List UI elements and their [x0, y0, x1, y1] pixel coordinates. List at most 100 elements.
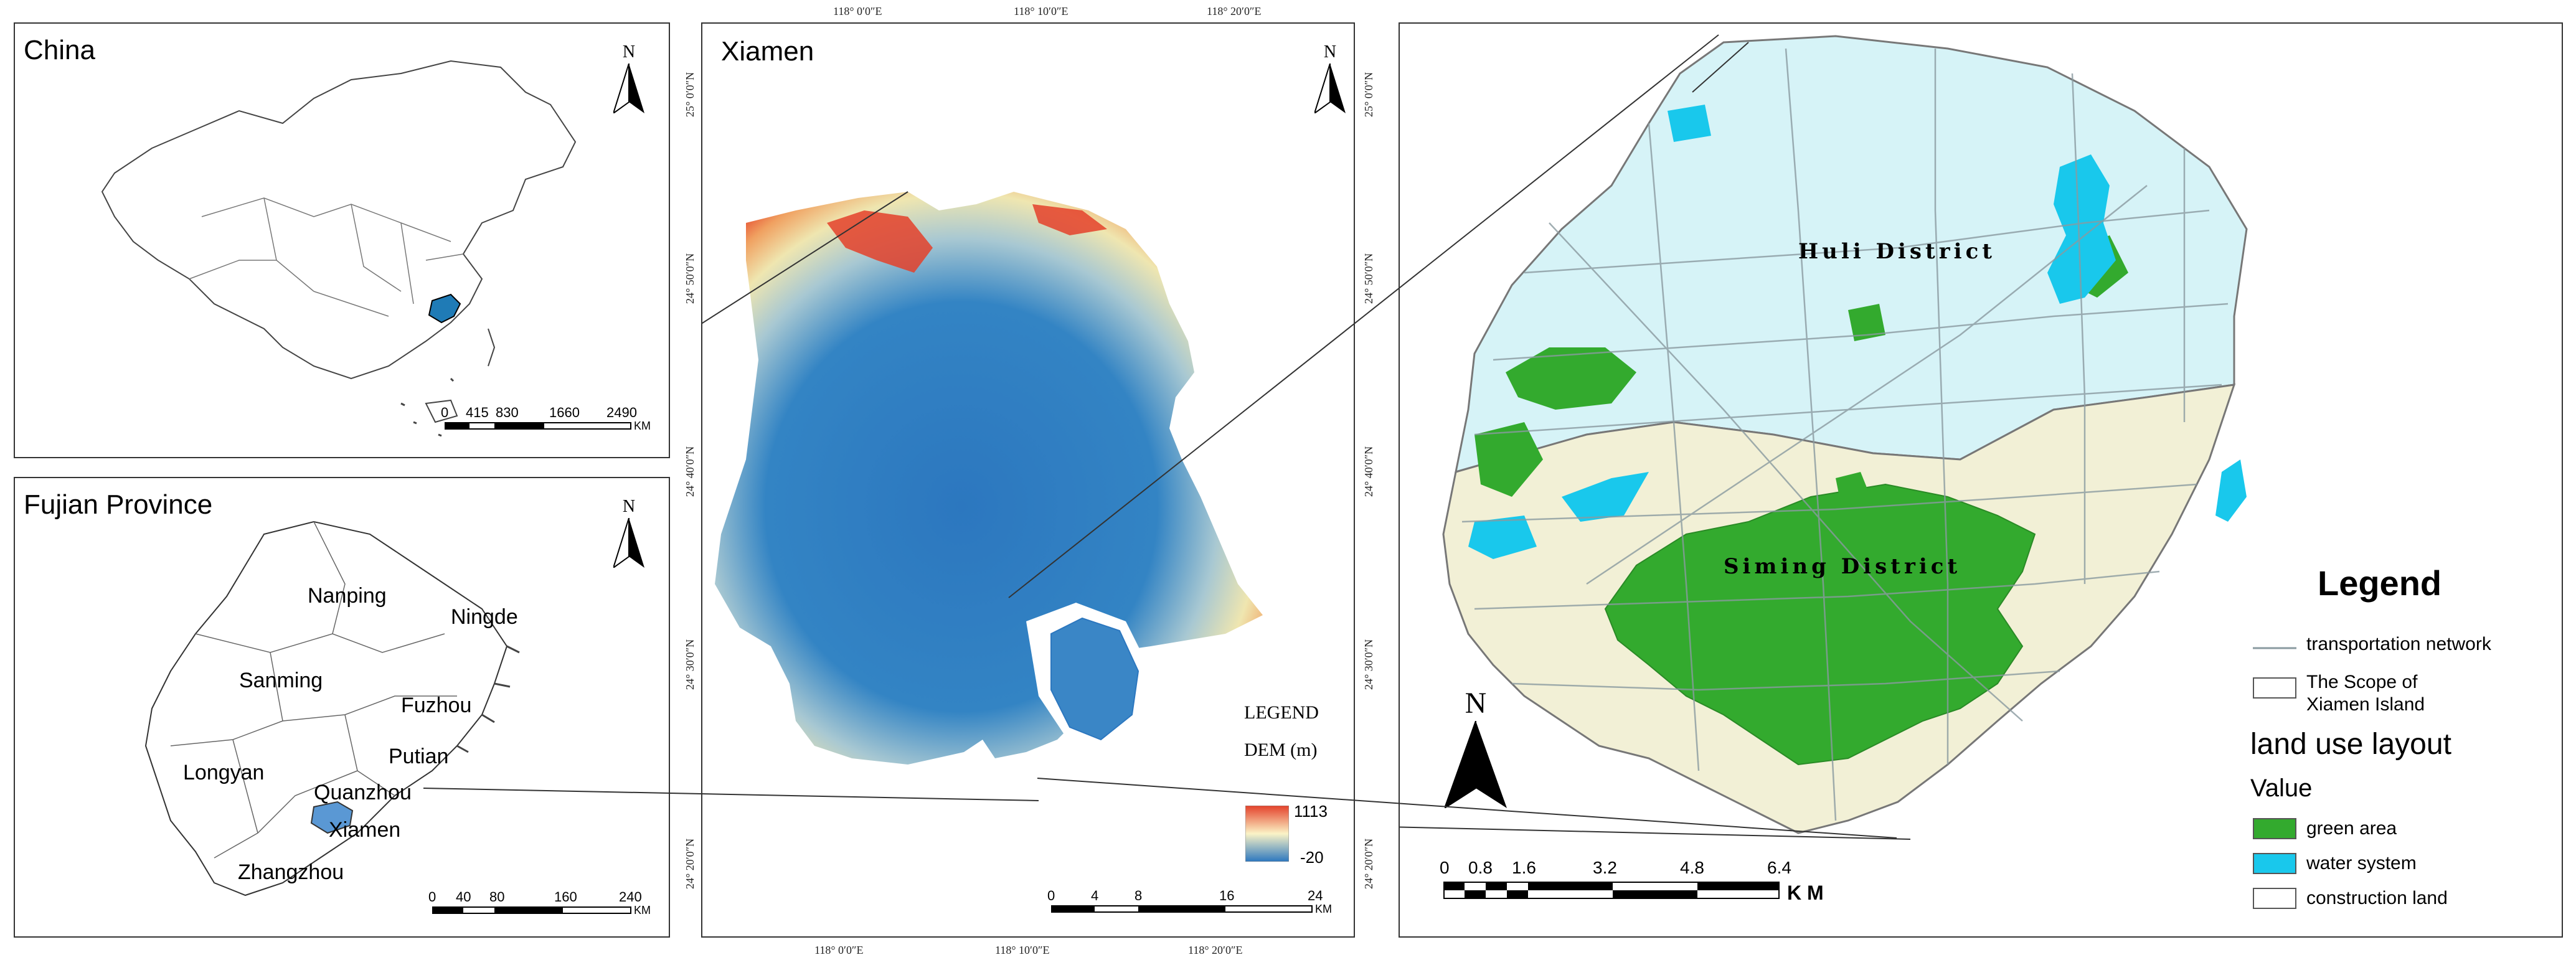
island-land-use-map: [1400, 35, 2248, 840]
legend-class-construction: construction land: [2306, 888, 2448, 908]
scale-tick: 1660: [549, 405, 580, 420]
water-system-swatch: [2253, 853, 2296, 874]
bottom-coord: 118° 10′0″E: [995, 944, 1050, 956]
scale-tick: 8: [1135, 888, 1143, 903]
scale-tick: 0: [441, 405, 449, 420]
bottom-coord: 118° 0′0″E: [814, 944, 864, 956]
bottom-coord: 118° 20′0″E: [1188, 944, 1243, 956]
scale-tick: 4: [1091, 888, 1099, 903]
north-label: N: [622, 42, 636, 62]
district-label-siming: Siming District: [1724, 554, 1961, 579]
xiamen-dem-map: [702, 191, 1263, 765]
scale-tick: 0: [1047, 888, 1055, 903]
scale-unit: KM: [1315, 903, 1332, 915]
legend-class-green: green area: [2306, 818, 2397, 839]
scale-tick: 160: [554, 889, 577, 905]
right-coord: 24° 20′0″N: [1362, 838, 1375, 889]
construction-land-swatch: [2253, 888, 2296, 909]
transport-legend-line: [2253, 647, 2296, 649]
scale-unit: KM: [634, 420, 651, 432]
fujian-title: Fujian Province: [24, 489, 213, 520]
china-panel: China N 0 415 830 1660 2490 KM: [14, 22, 670, 458]
north-label: N: [1465, 687, 1487, 720]
china-north-arrow: N: [610, 42, 648, 117]
legend-item-scope: The Scope of Xiamen Island: [2306, 672, 2425, 715]
green-area-swatch: [2253, 818, 2296, 839]
legend-title: Legend: [2318, 563, 2442, 603]
water-east: [2215, 459, 2247, 522]
water-huli-lake: [2047, 154, 2116, 304]
scale-tick: 240: [619, 889, 642, 905]
city-label-xiamen: Xiamen: [329, 818, 401, 842]
north-arrow-icon: [1445, 721, 1507, 808]
china-title: China: [24, 35, 95, 65]
china-outline: [101, 60, 577, 380]
left-coord: 24° 30′0″N: [684, 639, 696, 690]
scale-tick: 0: [428, 889, 436, 905]
scale-tick: 4.8: [1680, 858, 1704, 877]
scale-tick: 80: [489, 889, 505, 905]
dem-legend-subtitle: DEM (m): [1244, 740, 1318, 760]
legend-item-transport: transportation network: [2306, 634, 2491, 654]
xiamen-panel: Xiamen N 118° 0′: [684, 5, 1375, 956]
scope-swatch: [2253, 677, 2296, 699]
dem-land: [715, 192, 1263, 765]
city-label-nanping: Nanping: [308, 584, 387, 608]
scale-tick: 40: [456, 889, 471, 905]
fujian-panel: Fujian Province N Nanping Ningde Sanming…: [14, 477, 670, 938]
dem-color-ramp: [1245, 806, 1289, 862]
xiamen-island-dem: [1050, 617, 1139, 741]
city-label-fuzhou: Fuzhou: [401, 694, 472, 717]
scale-tick: 16: [1219, 888, 1235, 903]
city-label-longyan: Longyan: [183, 761, 265, 784]
fujian-highlight: [428, 293, 461, 324]
right-coord: 25° 0′0″N: [1362, 72, 1375, 117]
green-area-siming-2: [1836, 472, 1873, 509]
scale-tick: 6.4: [1767, 858, 1791, 877]
scale-tick: 2490: [606, 405, 637, 420]
dem-max-label: 1113: [1294, 802, 1328, 821]
right-coord: 24° 50′0″N: [1362, 253, 1375, 304]
right-coord: 24° 30′0″N: [1362, 639, 1375, 690]
scale-tick: 415: [466, 405, 489, 420]
green-area-huli-4: [1848, 304, 1885, 341]
scale-tick: 3.2: [1593, 858, 1617, 877]
fujian-map: [144, 520, 520, 897]
island-north-arrow: N: [1445, 686, 1507, 811]
district-label-huli: Huli District: [1798, 239, 1996, 264]
xiamen-title: Xiamen: [721, 36, 814, 67]
top-coord: 118° 20′0″E: [1207, 5, 1262, 17]
north-arrow-icon: [613, 518, 644, 568]
scale-unit: K M: [1787, 882, 1824, 904]
china-scale-bar: 0 415 830 1660 2490 KM: [441, 405, 651, 442]
island-scale-bar: 0 0.8 1.6 3.2 4.8 6.4 K M: [1440, 858, 1842, 908]
china-map: [101, 60, 577, 437]
scale-tick: 830: [496, 405, 519, 420]
legend-section-title: land use layout: [2250, 728, 2451, 761]
top-coord: 118° 0′0″E: [833, 5, 882, 17]
water-huli-pond: [1668, 105, 1711, 142]
city-label-zhangzhou: Zhangzhou: [238, 860, 344, 884]
city-label-quanzhou: Quanzhou: [314, 781, 412, 804]
city-label-putian: Putian: [389, 745, 449, 768]
north-label: N: [622, 497, 636, 516]
legend-class-water: water system: [2306, 853, 2417, 873]
xiamen-scale-bar: 0 4 8 16 24 KM: [1047, 888, 1350, 925]
legend-value-label: Value: [2250, 774, 2313, 802]
left-coord: 24° 50′0″N: [684, 253, 696, 304]
left-coord: 24° 20′0″N: [684, 838, 696, 889]
fujian-north-arrow: N: [610, 497, 648, 572]
right-coord: 24° 40′0″N: [1362, 446, 1375, 497]
scale-tick: 0: [1440, 858, 1450, 877]
island-panel: Huli District Siming District N 0 0.8 1.…: [1399, 22, 2563, 938]
dem-min-label: -20: [1300, 848, 1324, 867]
xiamen-highlight: [310, 801, 354, 834]
scale-unit: KM: [634, 904, 651, 916]
city-label-sanming: Sanming: [239, 669, 323, 692]
fujian-outline: [144, 520, 508, 897]
left-coord: 24° 40′0″N: [684, 446, 696, 497]
scale-tick: 24: [1308, 888, 1323, 903]
left-coord: 25° 0′0″N: [684, 72, 696, 117]
north-arrow-icon: [613, 64, 644, 113]
scale-tick: 1.6: [1512, 858, 1536, 877]
